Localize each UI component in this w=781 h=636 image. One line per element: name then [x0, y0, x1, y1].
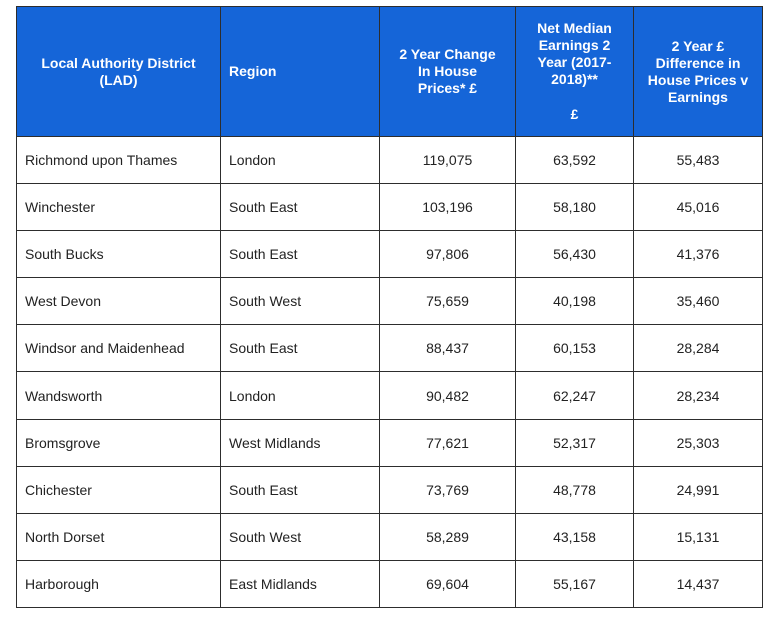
table-row: Richmond upon Thames London 119,075 63,592 5… [16, 135, 763, 185]
header-text-line: Region [229, 63, 277, 79]
header-text-line: Earnings 2 [538, 37, 611, 53]
cell-lad: South Bucks [16, 230, 221, 279]
table-body: Richmond upon Thames London 119,075 63,592 5… [16, 135, 763, 609]
cell-difference: 24,991 [633, 465, 763, 514]
header-text-line: 2 Year £ [671, 37, 725, 54]
table-row: Bromsgrove West Midlands 77,621 52,317 25,30… [16, 418, 763, 467]
cell-house-price-change: 90,482 [379, 371, 516, 420]
cell-lad: Chichester [16, 465, 221, 514]
cell-net-median-earnings: 52,317 [515, 418, 634, 467]
cell-difference: 55,483 [633, 135, 763, 185]
cell-net-median-earnings: 58,180 [515, 183, 634, 232]
cell-lad: Harborough [16, 559, 221, 609]
header-text-line: Net Median [537, 20, 612, 36]
cell-region: East Midlands [220, 559, 380, 609]
cell-lad: Richmond upon Thames [16, 135, 221, 185]
cell-house-price-change: 119,075 [379, 135, 516, 185]
header-currency-symbol: £ [570, 106, 579, 122]
table-row: West Devon South West 75,659 40,198 35,460 [16, 277, 763, 326]
cell-lad: Bromsgrove [16, 418, 221, 467]
header-difference: 2 Year £ Difference in House Prices v Earni… [633, 6, 763, 137]
table-row: Windsor and Maidenhead South East 88,437 60… [16, 324, 763, 373]
cell-difference: 35,460 [633, 277, 763, 326]
cell-net-median-earnings: 48,778 [515, 465, 634, 514]
header-text-line: Difference in [655, 54, 741, 71]
cell-region: South East [220, 465, 380, 514]
table-row: Harborough East Midlands 69,604 55,167 14,43… [16, 559, 763, 609]
cell-house-price-change: 69,604 [379, 559, 516, 609]
cell-lad: North Dorset [16, 512, 221, 561]
cell-house-price-change: 88,437 [379, 324, 516, 373]
cell-region: South East [220, 183, 380, 232]
cell-region: South West [220, 512, 380, 561]
cell-lad: Windsor and Maidenhead [16, 324, 221, 373]
header-text-line: In House [417, 63, 478, 79]
header-house-price-change: 2 Year Change In House Prices* £ [379, 6, 516, 137]
table-row: Chichester South East 73,769 48,778 24,991 [16, 465, 763, 514]
table-header: Local Authority District (LAD) Region 2 Yea… [16, 6, 763, 137]
cell-net-median-earnings: 55,167 [515, 559, 634, 609]
cell-house-price-change: 97,806 [379, 230, 516, 279]
cell-difference: 14,437 [633, 559, 763, 609]
header-net-median-earnings: Net Median Earnings 2 Year (2017- 2018)** £ [515, 6, 634, 137]
header-row: Local Authority District (LAD) Region 2 Yea… [16, 6, 763, 137]
cell-difference: 41,376 [633, 230, 763, 279]
cell-house-price-change: 75,659 [379, 277, 516, 326]
header-text-line: Earnings [668, 88, 728, 105]
cell-difference: 28,284 [633, 324, 763, 373]
cell-net-median-earnings: 43,158 [515, 512, 634, 561]
header-text-line: (LAD) [99, 71, 138, 88]
cell-difference: 28,234 [633, 371, 763, 420]
table-row: North Dorset South West 58,289 43,158 15,131 [16, 512, 763, 561]
cell-net-median-earnings: 60,153 [515, 324, 634, 373]
header-text-line: 2018)** [551, 71, 598, 87]
header-text-line: House Prices v [647, 71, 749, 88]
cell-region: South West [220, 277, 380, 326]
cell-region: South East [220, 230, 380, 279]
cell-house-price-change: 103,196 [379, 183, 516, 232]
cell-net-median-earnings: 63,592 [515, 135, 634, 185]
cell-lad: Wandsworth [16, 371, 221, 420]
header-text-line: Year (2017- [537, 54, 612, 70]
cell-net-median-earnings: 62,247 [515, 371, 634, 420]
house-price-earnings-table: Local Authority District (LAD) Region 2 Yea… [16, 6, 763, 609]
cell-house-price-change: 73,769 [379, 465, 516, 514]
cell-difference: 15,131 [633, 512, 763, 561]
cell-region: South East [220, 324, 380, 373]
header-text-line: Local Authority District [41, 54, 196, 71]
cell-difference: 45,016 [633, 183, 763, 232]
cell-difference: 25,303 [633, 418, 763, 467]
header-region: Region [220, 6, 380, 137]
cell-region: London [220, 135, 380, 185]
cell-region: West Midlands [220, 418, 380, 467]
cell-net-median-earnings: 56,430 [515, 230, 634, 279]
table-row: Winchester South East 103,196 58,180 45,016 [16, 183, 763, 232]
cell-house-price-change: 58,289 [379, 512, 516, 561]
cell-net-median-earnings: 40,198 [515, 277, 634, 326]
table-row: South Bucks South East 97,806 56,430 41,376 [16, 230, 763, 279]
header-text-line: 2 Year Change [399, 46, 496, 62]
cell-lad: West Devon [16, 277, 221, 326]
table-row: Wandsworth London 90,482 62,247 28,234 [16, 371, 763, 420]
cell-lad: Winchester [16, 183, 221, 232]
cell-region: London [220, 371, 380, 420]
header-lad: Local Authority District (LAD) [16, 6, 221, 137]
cell-house-price-change: 77,621 [379, 418, 516, 467]
header-text-line: Prices* £ [417, 80, 478, 96]
